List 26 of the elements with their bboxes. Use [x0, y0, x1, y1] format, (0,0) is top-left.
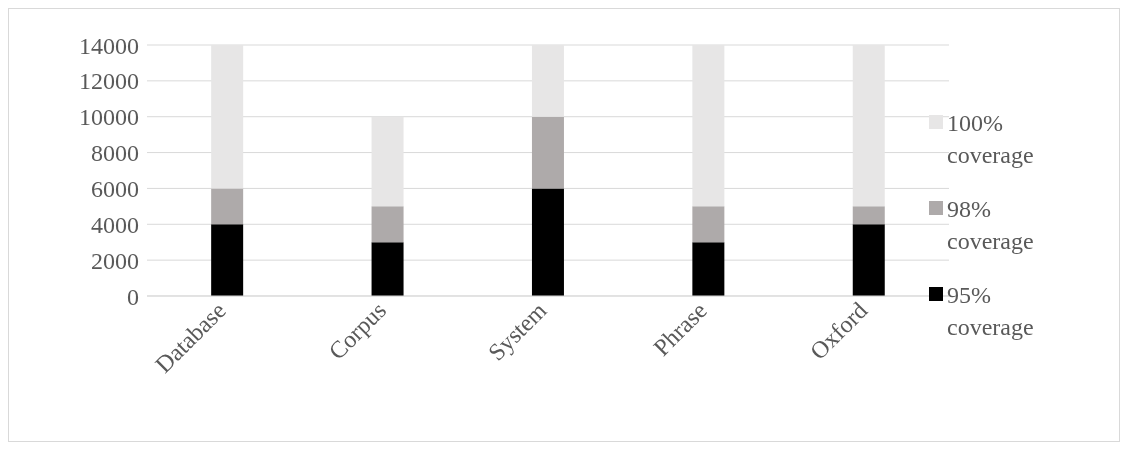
bar	[692, 45, 725, 207]
bar	[531, 45, 564, 117]
bar	[692, 206, 725, 243]
legend-label: 100% coverage	[947, 109, 1035, 170]
y-tick-label: 12000	[79, 68, 139, 95]
y-tick-label: 14000	[79, 32, 139, 59]
y-tick-label: 2000	[91, 247, 139, 274]
bar	[211, 188, 244, 225]
bar	[852, 45, 885, 207]
y-tick-label: 4000	[91, 211, 139, 238]
y-tick-label: 0	[127, 283, 139, 310]
bar	[371, 242, 404, 296]
bar	[531, 116, 564, 189]
legend-label: 95% coverage	[947, 281, 1035, 342]
legend-label: 98% coverage	[947, 195, 1035, 256]
bar	[852, 206, 885, 225]
bar	[852, 224, 885, 296]
bar	[211, 224, 244, 296]
y-tick-label: 6000	[91, 175, 139, 202]
bar	[531, 188, 564, 296]
bar	[211, 45, 244, 189]
y-tick-label: 8000	[91, 140, 139, 167]
y-tick-label: 10000	[79, 104, 139, 131]
bar	[371, 116, 404, 207]
bar	[692, 242, 725, 296]
bar	[371, 206, 404, 243]
